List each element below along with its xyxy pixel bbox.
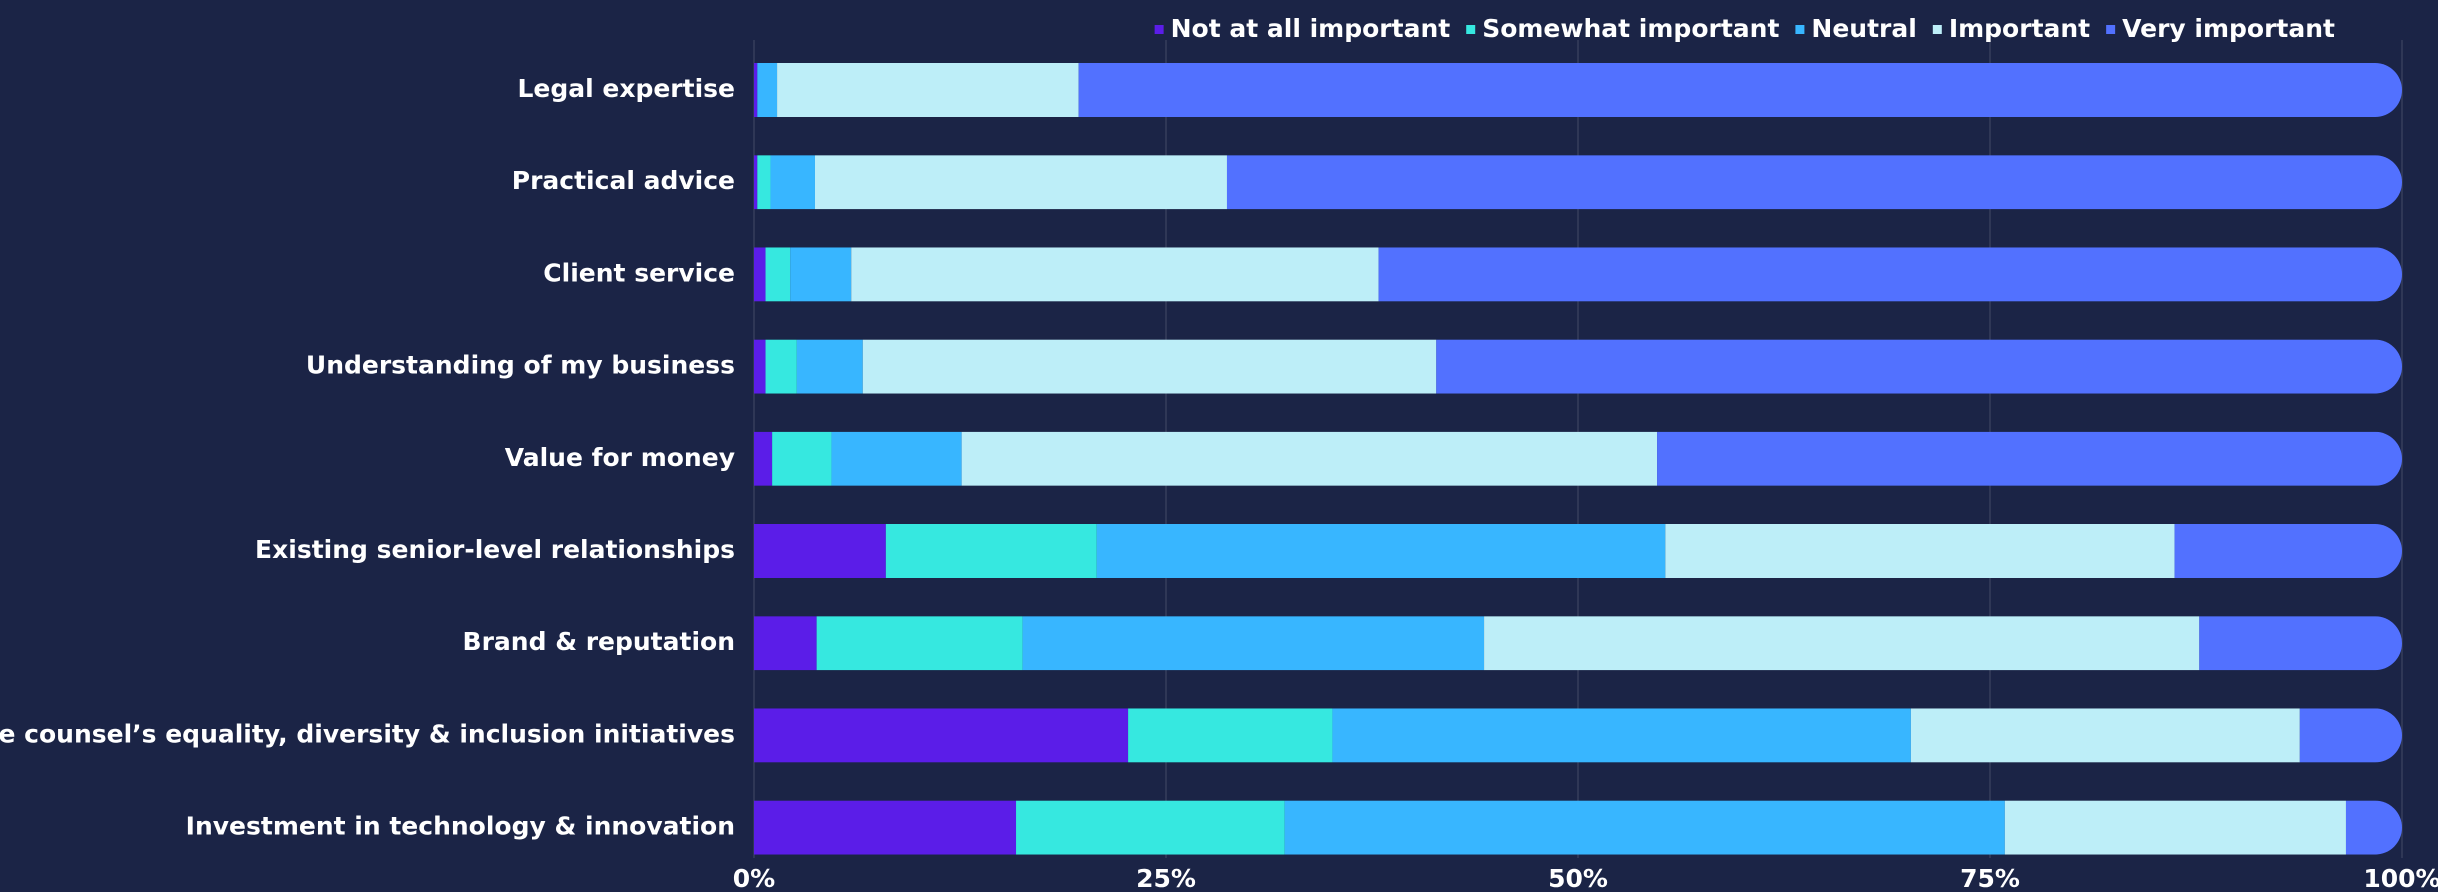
y-tick-label: Existing senior-level relationships bbox=[255, 535, 735, 564]
bar-segment bbox=[790, 247, 852, 302]
y-tick-label: Understanding of my business bbox=[306, 351, 735, 380]
bar-segment bbox=[754, 431, 773, 486]
y-tick-label: Legal expertise bbox=[517, 74, 735, 103]
y-tick-label: Practical advice bbox=[512, 166, 735, 195]
bar-segment bbox=[2345, 800, 2402, 855]
x-tick-label: 0% bbox=[733, 864, 775, 892]
bar-segment bbox=[754, 339, 766, 394]
bar-segment bbox=[816, 616, 1023, 671]
bar-segment bbox=[1128, 708, 1333, 763]
legend: Not at all important Somewhat important Ne… bbox=[1154, 14, 2335, 43]
y-tick-label: Client service bbox=[543, 258, 735, 287]
legend-label: Very important bbox=[2122, 14, 2335, 43]
bar-segment bbox=[885, 524, 1097, 578]
bar-segment bbox=[757, 63, 778, 117]
bar-segment bbox=[754, 155, 758, 210]
legend-swatch bbox=[1466, 25, 1476, 34]
bar-segment bbox=[1436, 339, 2402, 394]
bar-segment bbox=[1484, 616, 2200, 671]
bar-segment bbox=[862, 339, 1437, 394]
y-tick-label: Value for money bbox=[505, 443, 735, 472]
bar-segment bbox=[1657, 431, 2402, 486]
bar-row bbox=[754, 800, 2402, 855]
bar-row bbox=[754, 339, 2402, 394]
bar-segment bbox=[1378, 247, 2402, 302]
bar-segment bbox=[1078, 63, 2402, 117]
bar-segment bbox=[831, 431, 962, 486]
bar-segment bbox=[1284, 800, 2005, 855]
bar-segment bbox=[765, 339, 797, 394]
bar-row bbox=[754, 616, 2402, 671]
bar-segment bbox=[772, 431, 832, 486]
y-tick-label: Outside counsel’s equality, diversity & … bbox=[0, 719, 735, 748]
bar-segment bbox=[754, 616, 817, 671]
bar-segment bbox=[1332, 708, 1911, 763]
bar-segment bbox=[765, 247, 791, 302]
bar-row bbox=[754, 431, 2402, 486]
bar-segment bbox=[754, 63, 758, 117]
x-tick-label: 100% bbox=[2363, 864, 2438, 892]
bar-segment bbox=[754, 524, 886, 578]
bar-segment bbox=[851, 247, 1379, 302]
legend-swatch bbox=[2106, 25, 2116, 34]
bar-segment bbox=[1226, 155, 2402, 210]
bar-row bbox=[754, 708, 2402, 763]
bar-segment bbox=[1910, 708, 2300, 763]
bar-segment bbox=[2004, 800, 2346, 855]
legend-swatch bbox=[1932, 25, 1942, 34]
x-tick-label: 50% bbox=[1548, 864, 1608, 892]
bar-segment bbox=[1022, 616, 1485, 671]
legend-label: Not at all important bbox=[1171, 14, 1451, 43]
bar-segment bbox=[757, 155, 771, 210]
bar-segment bbox=[777, 63, 1079, 117]
bar-segment bbox=[2174, 524, 2402, 578]
bar-row bbox=[754, 155, 2402, 210]
y-tick-label: Investment in technology & innovation bbox=[186, 812, 735, 841]
bar-segment bbox=[796, 339, 863, 394]
bar-segment bbox=[754, 708, 1129, 763]
x-tick-label: 75% bbox=[1960, 864, 2020, 892]
bar-row bbox=[754, 63, 2402, 117]
legend-label: Important bbox=[1949, 14, 2090, 43]
bar-segment bbox=[1665, 524, 2175, 578]
bar-segment bbox=[2199, 616, 2402, 671]
bar-segment bbox=[961, 431, 1658, 486]
legend-swatch bbox=[1154, 25, 1164, 34]
bar-segment bbox=[2299, 708, 2402, 763]
y-tick-label: Brand & reputation bbox=[463, 627, 735, 656]
legend-swatch bbox=[1795, 25, 1805, 34]
legend-label: Neutral bbox=[1811, 14, 1916, 43]
x-tick-label: 25% bbox=[1136, 864, 1196, 892]
legend-label: Somewhat important bbox=[1482, 14, 1779, 43]
bar-segment bbox=[770, 155, 815, 210]
bar-row bbox=[754, 524, 2402, 578]
bar-row bbox=[754, 247, 2402, 302]
bar-segment bbox=[1096, 524, 1666, 578]
bar-segment bbox=[1016, 800, 1285, 855]
bar-segment bbox=[814, 155, 1227, 210]
bar-segment bbox=[754, 800, 1017, 855]
bar-segment bbox=[754, 247, 766, 302]
